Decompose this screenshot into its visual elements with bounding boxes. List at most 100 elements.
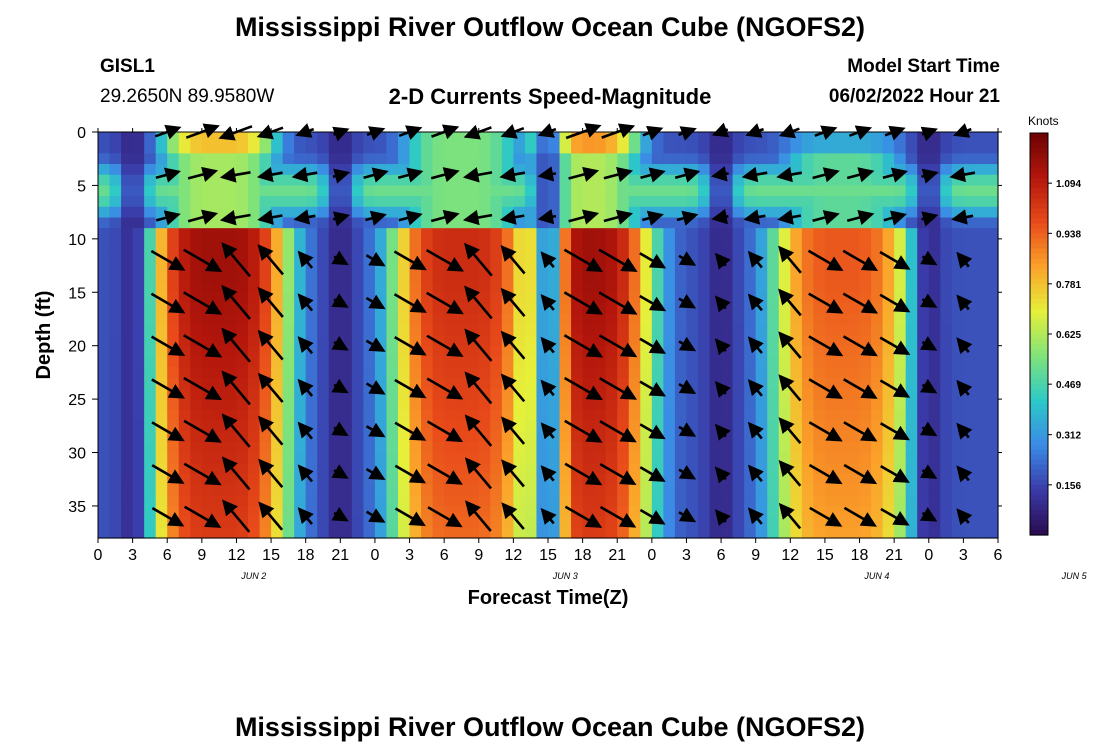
heatmap-cell <box>732 484 745 496</box>
heatmap-cell <box>824 228 838 240</box>
heatmap-cell <box>132 302 145 315</box>
heatmap-cell <box>259 409 272 422</box>
colorbar-segment <box>1030 133 1048 139</box>
x-axis: 0 3 6 9 12 15 18 21 0 3 6 9 12 15 18 21 0 3 6 9 12 15 18 21 0 3 6J… <box>94 128 1088 581</box>
heatmap-cell <box>155 420 168 432</box>
heatmap-cell <box>894 281 907 293</box>
x-tick-label: 12 <box>228 547 246 564</box>
heatmap-cell <box>478 420 491 432</box>
heatmap-cell <box>386 142 399 154</box>
heatmap-cell <box>790 441 803 454</box>
heatmap-cell <box>455 377 468 390</box>
heatmap-cell <box>248 399 261 411</box>
heatmap-cell <box>109 249 122 261</box>
heatmap-cell <box>386 495 399 507</box>
colorbar-segment <box>1030 374 1048 380</box>
heatmap-cell <box>698 185 711 197</box>
current-vector <box>426 291 464 315</box>
heatmap-cell <box>524 367 538 379</box>
heatmap-cell <box>444 420 457 432</box>
heatmap-cell <box>790 206 803 219</box>
heatmap-cell <box>571 185 584 197</box>
heatmap-cell <box>651 228 664 240</box>
heatmap-cell <box>732 313 745 325</box>
heatmap-cell <box>801 463 814 475</box>
heatmap-cell <box>340 409 353 422</box>
heatmap-cell <box>109 399 122 411</box>
heatmap-cell <box>790 153 803 165</box>
heatmap-cell <box>871 270 884 283</box>
heatmap-cell <box>917 516 930 528</box>
heatmap-cell <box>744 345 757 357</box>
colorbar-segment <box>1030 218 1048 225</box>
heatmap-cell <box>409 153 422 165</box>
colorbar-segment <box>1030 283 1048 290</box>
heatmap-cell <box>928 409 941 422</box>
heatmap-cell <box>732 174 745 187</box>
heatmap-cell <box>813 356 826 368</box>
current-vector <box>714 509 731 527</box>
heatmap-cell <box>259 260 272 272</box>
heatmap-cell <box>790 132 803 144</box>
heatmap-cell <box>709 270 722 283</box>
heatmap-cell <box>628 367 641 379</box>
current-vector <box>599 505 637 528</box>
heatmap-cell <box>294 345 307 357</box>
heatmap-cell <box>848 260 861 272</box>
heatmap-cell <box>559 324 572 336</box>
heatmap-cell <box>455 409 468 422</box>
heatmap-cell <box>167 420 180 432</box>
heatmap-cell <box>421 270 434 283</box>
colorbar-segment <box>1030 318 1048 325</box>
heatmap-cell <box>501 356 514 368</box>
heatmap-cell <box>455 388 468 400</box>
heatmap-cell <box>178 270 191 283</box>
heatmap-cell <box>501 484 514 496</box>
heatmap-cell <box>121 484 134 496</box>
heatmap-cell <box>698 516 711 528</box>
heatmap-cell <box>917 409 930 422</box>
heatmap-cell <box>755 196 768 208</box>
heatmap-cell <box>755 270 768 283</box>
heatmap-cell <box>651 505 664 518</box>
current-vector <box>808 292 844 314</box>
current-vector <box>221 413 251 448</box>
heatmap-cell <box>813 153 826 165</box>
heatmap-cell <box>963 495 976 507</box>
heatmap-cell <box>317 345 330 357</box>
heatmap-cell <box>190 249 203 261</box>
heatmap-cell <box>859 495 872 507</box>
heatmap-cell <box>686 505 699 518</box>
current-vector <box>464 414 493 447</box>
heatmap-cell <box>628 473 641 486</box>
heatmap-cell <box>305 185 318 197</box>
heatmap-cell <box>824 270 838 283</box>
heatmap-cell <box>559 302 572 315</box>
heatmap-cell <box>132 516 145 528</box>
heatmap-cell <box>686 441 699 454</box>
heatmap-cell <box>698 174 711 187</box>
heatmap-cell <box>155 484 168 496</box>
heatmap-cell <box>974 505 988 518</box>
heatmap-cell <box>940 249 953 261</box>
heatmap-cell <box>455 196 468 208</box>
heatmap-cell <box>940 324 953 336</box>
heatmap-cell <box>98 452 111 464</box>
heatmap-cell <box>271 356 284 368</box>
heatmap-cell <box>224 196 238 208</box>
heatmap-cell <box>328 484 341 496</box>
heatmap-cell <box>974 164 988 176</box>
heatmap-cell <box>305 324 318 336</box>
heatmap-cell <box>524 463 538 475</box>
heatmap-cell <box>294 206 307 219</box>
heatmap-cell <box>974 270 988 283</box>
heatmap-cell <box>940 238 953 251</box>
heatmap-cell <box>178 238 191 251</box>
heatmap-cell <box>559 164 572 176</box>
heatmap-cell <box>178 132 191 144</box>
current-vector <box>499 166 526 183</box>
heatmap-cell <box>559 527 572 539</box>
current-vector <box>568 166 600 182</box>
heatmap-cell <box>432 281 445 293</box>
heatmap-cell <box>836 185 849 197</box>
